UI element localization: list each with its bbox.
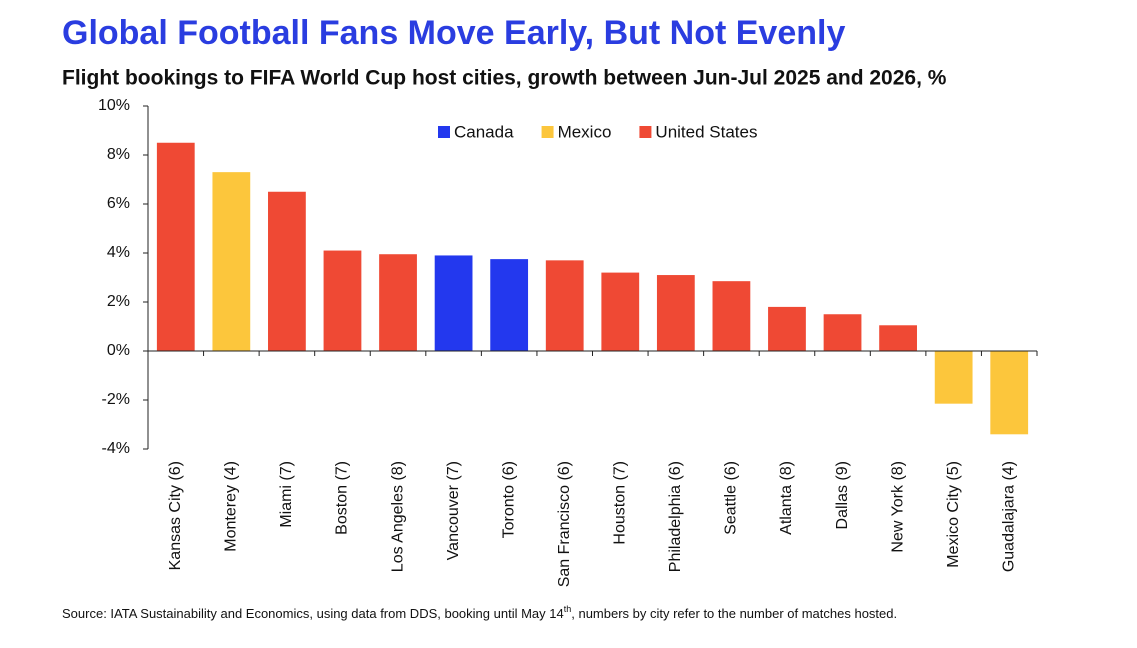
x-tick-label: Seattle (6): [723, 461, 740, 535]
legend-swatch: [541, 126, 554, 138]
legend-label: Mexico: [558, 122, 612, 141]
bar: [712, 281, 751, 351]
chart-subtitle: Flight bookings to FIFA World Cup host c…: [62, 67, 947, 90]
bar: [323, 250, 362, 351]
y-tick-label: 6%: [107, 195, 130, 212]
y-tick-label: -2%: [102, 391, 130, 408]
legend-swatch: [639, 126, 652, 138]
x-tick-label: Kansas City (6): [167, 461, 184, 570]
x-tick-label: Toronto (6): [500, 461, 517, 538]
bar: [990, 351, 1029, 435]
y-tick-label: -4%: [102, 440, 130, 457]
bar: [156, 142, 195, 351]
x-tick-label: Boston (7): [334, 461, 351, 535]
y-tick-label: 2%: [107, 293, 130, 310]
bar: [768, 306, 806, 351]
bar: [823, 314, 862, 351]
legend-label: Canada: [454, 122, 514, 141]
bar: [212, 172, 251, 351]
x-tick-label: Los Angeles (8): [389, 461, 406, 572]
bar: [268, 191, 306, 351]
x-tick-label: Mexico City (5): [945, 461, 962, 568]
source-superscript: th: [564, 604, 572, 614]
bar: [434, 255, 473, 351]
x-tick-label: Monterey (4): [223, 461, 240, 552]
x-tick-label: Philadelphia (6): [667, 461, 684, 572]
bar: [490, 259, 529, 351]
x-tick-label: Houston (7): [612, 461, 629, 545]
x-tick-label: Atlanta (8): [778, 461, 795, 535]
bar: [379, 254, 417, 351]
bar: [656, 275, 695, 351]
legend-swatch: [438, 126, 450, 138]
x-tick-label: Dallas (9): [834, 461, 851, 529]
source-note: Source: IATA Sustainability and Economic…: [62, 604, 897, 621]
bar: [934, 351, 973, 404]
bar: [879, 325, 917, 351]
legend-label: United States: [655, 122, 757, 141]
y-tick-label: 10%: [98, 97, 130, 114]
source-prefix: Source: IATA Sustainability and Economic…: [62, 606, 564, 621]
x-tick-label: New York (8): [889, 461, 906, 553]
bar: [601, 272, 640, 351]
legend: Canada Mexico United States: [438, 122, 757, 141]
x-tick-label: Vancouver (7): [445, 461, 462, 560]
y-tick-label: 8%: [107, 146, 130, 163]
chart-title: Global Football Fans Move Early, But Not…: [62, 14, 845, 52]
x-tick-label: Guadalajara (4): [1000, 461, 1017, 572]
x-tick-label: Miami (7): [278, 461, 295, 528]
bar: [545, 260, 584, 351]
source-suffix: , numbers by city refer to the number of…: [571, 606, 897, 621]
y-tick-label: 0%: [107, 342, 130, 359]
x-tick-label: San Francisco (6): [556, 461, 573, 587]
y-tick-label: 4%: [107, 244, 130, 261]
